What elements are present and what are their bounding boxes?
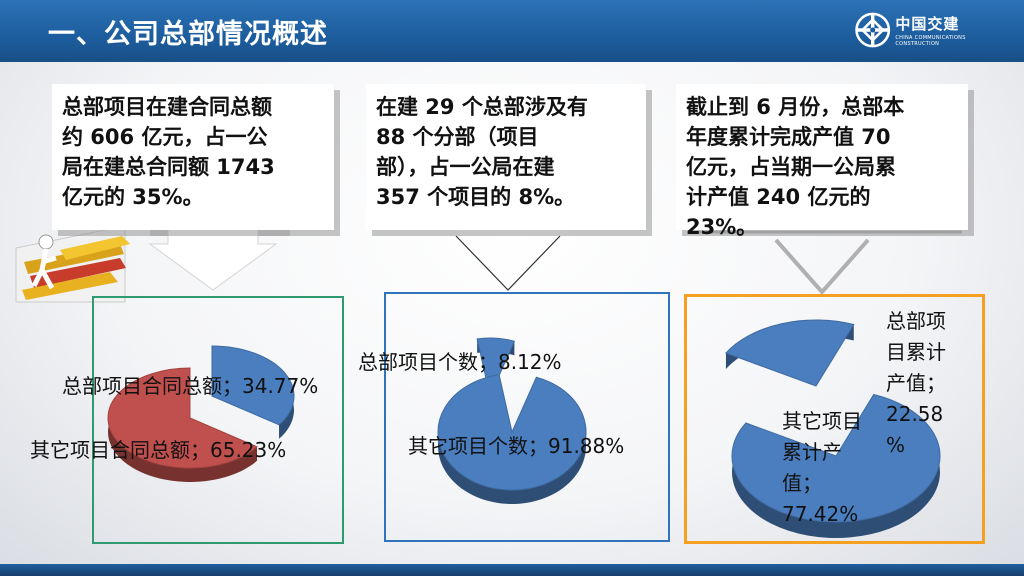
- pie3-slice-1: [725, 319, 855, 387]
- pie1-label-hq: 总部项目合同总额；34.77%: [62, 374, 319, 398]
- pie1-label-other: 其它项目合同总额；65.23%: [30, 438, 287, 462]
- pie3-slice-2: [731, 393, 941, 523]
- pie3-label-hq: 总部项 目累计 产值； 22.58 %: [886, 309, 946, 457]
- header-bar: 一、公司总部情况概述 中国交建 CHINA COMMUNICATIONS CON…: [0, 0, 1024, 62]
- callout-text: 在建 29 个总部涉及有 88 个分部（项目 部），占一公局在建 357 个项目…: [376, 95, 588, 209]
- down-arrow-3-icon: [690, 230, 962, 296]
- down-arrow-1-icon: [148, 225, 290, 291]
- pie3-label-other: 其它项目 累计产 值； 77.42%: [782, 409, 862, 526]
- pie2-label-other: 其它项目个数；91.88%: [408, 434, 625, 458]
- pie1-slice-1: [211, 345, 295, 426]
- logo-name-en: CHINA COMMUNICATIONS CONSTRUCTION: [895, 35, 966, 47]
- pie2-slice-2: [437, 374, 587, 491]
- running-man-arrows-icon: [15, 225, 130, 303]
- logo-name-cn: 中国交建: [895, 15, 960, 33]
- footer-bar: [0, 564, 1024, 576]
- callout-output-value: 截止到 6 月份，总部本 年度累计完成产值 70 亿元，占当期一公局累 计产值 …: [676, 84, 968, 239]
- chart-frame-contract: [92, 296, 344, 544]
- callout-contract-total: 总部项目在建合同总额 约 606 亿元，占一公 局在建总合同额 1743 亿元的…: [52, 84, 334, 230]
- pie1-slice-2: [107, 367, 258, 469]
- pie2-slice-1: [476, 337, 516, 398]
- chart-frame-output: [684, 294, 985, 544]
- callout-text: 截止到 6 月份，总部本 年度累计完成产值 70 亿元，占当期一公局累 计产值 …: [686, 95, 905, 239]
- ccc-logo-icon: [855, 12, 891, 48]
- page-title: 一、公司总部情况概述: [48, 19, 328, 50]
- pie2-label-hq: 总部项目个数；8.12%: [358, 350, 562, 374]
- company-logo: 中国交建 CHINA COMMUNICATIONS CONSTRUCTION: [854, 6, 994, 54]
- callout-text: 总部项目在建合同总额 约 606 亿元，占一公 局在建总合同额 1743 亿元的…: [62, 95, 275, 209]
- callout-project-count: 在建 29 个总部涉及有 88 个分部（项目 部），占一公局在建 357 个项目…: [366, 84, 646, 230]
- chart-frame-count: [384, 292, 670, 542]
